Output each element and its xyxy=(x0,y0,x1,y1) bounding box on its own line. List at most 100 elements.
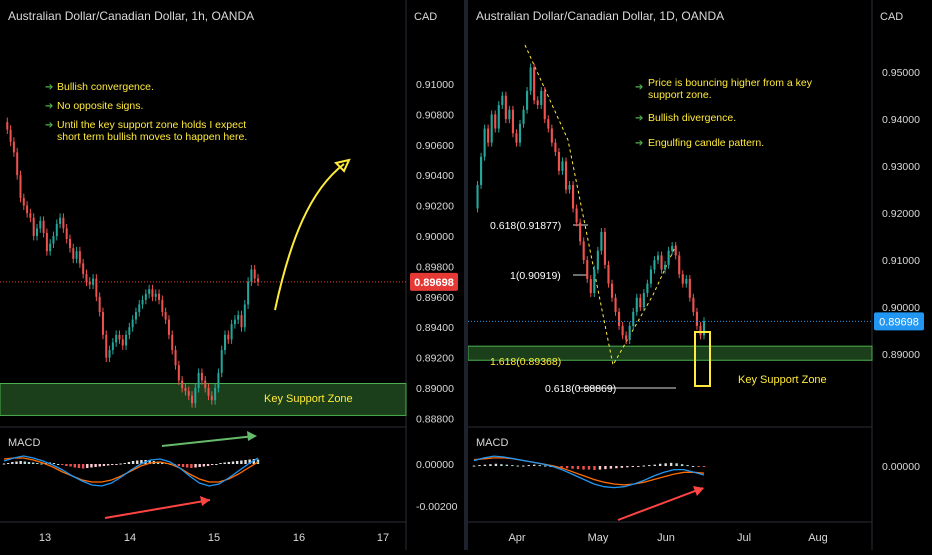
fib-label: 0.618(0.88869) xyxy=(545,383,616,395)
macd-histogram-bar xyxy=(11,462,14,464)
macd-histogram-bar xyxy=(223,462,226,464)
macd-histogram-bar xyxy=(256,459,260,464)
candle xyxy=(204,376,207,393)
macd-histogram-bar xyxy=(186,464,189,468)
candle xyxy=(167,315,170,340)
macd-top-arrow xyxy=(161,435,256,447)
candle xyxy=(78,246,81,268)
chart-1d-canvas[interactable]: Key Support Zone 0.618(0.91877) 1(0.9091… xyxy=(467,0,932,550)
candle xyxy=(632,307,635,330)
macd-histogram-bar xyxy=(626,466,629,468)
candle xyxy=(483,124,486,161)
note-text-line: Until the key support zone holds I expec… xyxy=(57,119,246,131)
macd-histogram-bar xyxy=(23,461,27,464)
candle xyxy=(125,330,128,350)
candle xyxy=(217,368,220,393)
candle xyxy=(667,246,670,269)
candle xyxy=(564,157,568,194)
panel-divider[interactable] xyxy=(464,0,468,550)
candle xyxy=(42,216,45,238)
candle xyxy=(596,246,599,274)
macd-histogram-bar xyxy=(148,460,151,464)
candle xyxy=(480,152,483,189)
candle xyxy=(628,322,631,344)
candle xyxy=(635,293,638,316)
candle xyxy=(653,256,656,274)
candle xyxy=(197,368,200,393)
candle xyxy=(685,275,688,288)
candle xyxy=(108,345,111,363)
candle xyxy=(656,251,660,265)
macd-histogram-bar xyxy=(244,460,247,464)
time-tick-label: Jul xyxy=(737,532,751,544)
macd-histogram-bar xyxy=(73,464,76,468)
candle xyxy=(642,289,645,312)
price-tag-value: 0.89698 xyxy=(414,277,454,289)
candle xyxy=(702,317,706,340)
chart-title: Australian Dollar/Canadian Dollar, 1D, O… xyxy=(476,9,724,23)
candle xyxy=(174,345,177,370)
candle xyxy=(19,170,22,203)
time-tick-label: 13 xyxy=(39,532,51,544)
macd-histogram-bar xyxy=(511,465,514,467)
candle xyxy=(490,110,493,147)
candle xyxy=(600,228,603,255)
macd-histogram-bar xyxy=(65,464,68,466)
candle xyxy=(35,223,38,241)
price-tag xyxy=(410,272,458,291)
candle xyxy=(618,307,621,330)
candle xyxy=(210,391,213,405)
macd-histogram-bar xyxy=(52,463,56,464)
macd-histogram-bar xyxy=(219,463,222,464)
candle xyxy=(257,274,259,287)
candle xyxy=(497,101,500,133)
macd-histogram-bar xyxy=(648,465,651,467)
candle xyxy=(660,251,663,274)
arrowhead-icon xyxy=(334,158,351,173)
macd-histogram-bar xyxy=(669,462,673,466)
candle xyxy=(518,119,522,147)
candle xyxy=(646,279,649,297)
candle xyxy=(32,213,35,241)
candle xyxy=(55,219,58,241)
macd-histogram-bar xyxy=(604,466,607,470)
chart-panel-1d[interactable]: Key Support Zone 0.618(0.91877) 1(0.9091… xyxy=(467,0,932,550)
candle xyxy=(511,105,514,138)
macd-histogram-bar xyxy=(19,461,22,464)
candle xyxy=(59,213,62,229)
macd-histogram-bar xyxy=(505,464,509,466)
candle xyxy=(131,315,134,332)
macd-histogram-bar xyxy=(6,463,10,464)
macd-histogram-bar xyxy=(516,465,520,467)
candles-1h xyxy=(6,117,259,408)
chart-title: Australian Dollar/Canadian Dollar, 1h, O… xyxy=(8,9,254,23)
chart-panel-1h[interactable]: Key Support Zone ➔ Bullish convergence. … xyxy=(0,0,464,550)
time-tick-label: 15 xyxy=(208,532,220,544)
macd-histogram-bar xyxy=(565,466,569,469)
macd-line xyxy=(3,455,259,487)
macd-histogram-bar xyxy=(240,460,243,464)
candle xyxy=(678,251,681,279)
candle xyxy=(607,260,610,288)
bullet-icon: ➔ xyxy=(635,113,643,124)
note-text-line: short term bullish moves to happen here. xyxy=(57,131,247,143)
macd-histogram-bar xyxy=(637,466,640,467)
macd-histogram-bar xyxy=(94,464,97,467)
macd-histogram-bar xyxy=(248,459,251,464)
candle xyxy=(688,275,691,302)
bullet-icon: ➔ xyxy=(45,120,53,131)
support-zone-label: Key Support Zone xyxy=(738,374,827,386)
chart-1h-canvas[interactable]: Key Support Zone ➔ Bullish convergence. … xyxy=(0,0,464,550)
candle xyxy=(579,218,582,246)
macd-histogram-bar xyxy=(533,464,536,466)
arrowhead-icon xyxy=(200,496,210,506)
macd-rising-arrow xyxy=(617,487,704,521)
macd-histogram-bar xyxy=(664,463,667,466)
candle xyxy=(540,87,543,109)
price-tag-value: 0.89698 xyxy=(879,316,919,328)
price-tick-label: 0.89400 xyxy=(416,322,454,334)
candle xyxy=(476,181,479,213)
macd-signal-line xyxy=(3,457,259,483)
price-tick-label: 0.90800 xyxy=(416,109,454,121)
candle xyxy=(625,331,628,344)
